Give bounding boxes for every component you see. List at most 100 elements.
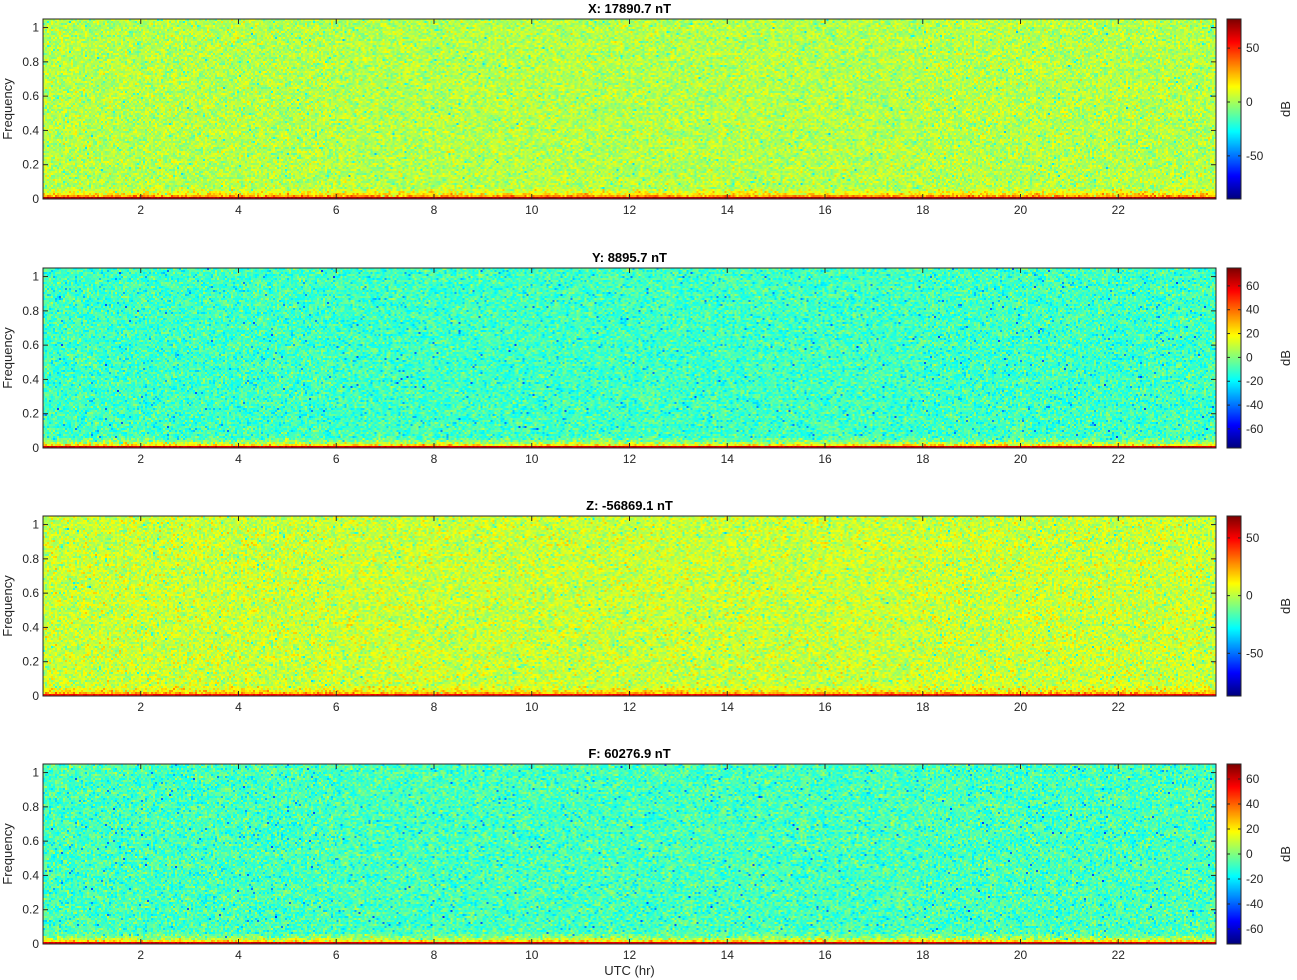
y-tick-label: 0.6 [22,338,39,352]
x-tick-label: 6 [333,948,340,962]
y-tick-label: 0.4 [22,123,39,137]
x-tick-label: 16 [818,948,832,962]
y-tick-label: 0.8 [22,304,39,318]
colorbar-tick-label: -40 [1246,398,1264,412]
x-tick-label: 20 [1014,203,1028,217]
chart-title: F: 60276.9 nT [588,746,670,761]
colorbar-tick-label: 0 [1246,95,1253,109]
y-tick-label: 0.6 [22,834,39,848]
y-axis-label: Frequency [0,78,15,140]
colorbar-tick-label: -60 [1246,922,1264,936]
x-tick-label: 22 [1112,948,1126,962]
x-tick-label: 4 [235,203,242,217]
x-tick-label: 8 [431,700,438,714]
colorbar-tick-label: -60 [1246,422,1264,436]
axes-overlay: X: 17890.7 nT2 4 6 8 10 12 14 16 18 20 2200.20.40.… [0,1,1293,217]
colorbar-tick-label: 40 [1246,303,1260,317]
colorbar [1227,268,1241,448]
y-tick-label: 0.2 [22,158,39,172]
x-tick-label: 20 [1014,452,1028,466]
colorbar-tick-label: 0 [1246,847,1253,861]
x-tick-label: 4 [235,452,242,466]
y-tick-label: 1 [32,766,39,780]
x-tick-label: 6 [333,452,340,466]
spectrogram-heatmap [43,764,1216,944]
x-tick-label: 14 [721,203,735,217]
y-axis-label: Frequency [0,327,15,389]
x-tick-label: 10 [525,700,539,714]
x-tick-label: 18 [916,700,930,714]
y-tick-label: 0.4 [22,868,39,882]
colorbar-tick-label: 20 [1246,327,1260,341]
x-tick-label: 12 [623,700,637,714]
x-tick-label: 18 [916,203,930,217]
spectrogram-panel-1: X: 17890.7 nT 2 4 6 8 10 12 14 16 18 20 22 0 0.2 0.4 0.… [0,0,1297,230]
y-tick-label: 0.6 [22,586,39,600]
x-tick-label: 2 [137,700,144,714]
y-tick-label: 1 [32,21,39,35]
y-tick-label: 0.2 [22,407,39,421]
colorbar-tick-label: -50 [1246,149,1264,163]
x-tick-label: 2 [137,948,144,962]
colorbar-label: dB [1278,598,1293,614]
x-tick-label: 22 [1112,452,1126,466]
colorbar-tick-label: 60 [1246,279,1260,293]
colorbar-tick-label: -20 [1246,374,1264,388]
y-tick-label: 0 [32,689,39,703]
x-tick-label: 2 [137,203,144,217]
x-tick-label: 16 [818,203,832,217]
x-tick-label: 12 [623,203,637,217]
x-axis-label: UTC (hr) [604,963,655,978]
y-tick-label: 0.4 [22,372,39,386]
y-axis-label: Frequency [0,823,15,885]
x-tick-label: 12 [623,452,637,466]
y-tick-label: 0.8 [22,800,39,814]
y-tick-label: 1 [32,270,39,284]
y-tick-label: 0.2 [22,655,39,669]
x-tick-label: 10 [525,948,539,962]
y-tick-label: 0.2 [22,903,39,917]
x-tick-label: 22 [1112,203,1126,217]
colorbar-tick-label: 0 [1246,350,1253,364]
x-tick-label: 6 [333,203,340,217]
axes-overlay: Z: -56869.1 nT2 4 6 8 10 12 14 16 18 20 2200.20.40… [0,498,1293,714]
x-tick-label: 20 [1014,700,1028,714]
x-tick-label: 10 [525,452,539,466]
spectrogram-heatmap [43,19,1216,199]
x-tick-label: 16 [818,700,832,714]
colorbar-tick-label: -40 [1246,897,1264,911]
y-axis-label: Frequency [0,575,15,637]
x-tick-label: 2 [137,452,144,466]
chart-title: X: 17890.7 nT [588,1,671,16]
x-tick-label: 8 [431,948,438,962]
plot-frame [42,18,1217,200]
axes-overlay: Y: 8895.7 nT2 4 6 8 10 12 14 16 18 20 2200.20.40.6… [0,250,1293,466]
spectrogram-panel-3: Z: -56869.1 nT 2 4 6 8 10 12 14 16 18 20 22 0 0.2 0.4 0… [0,497,1297,727]
colorbar-tick-label: 50 [1246,41,1260,55]
y-tick-label: 0 [32,441,39,455]
x-tick-label: 4 [235,700,242,714]
spectrogram-panel-2: Y: 8895.7 nT 2 4 6 8 10 12 14 16 18 20 22 0 0.2 0.4 0.6… [0,249,1297,479]
colorbar-frame [1226,18,1242,200]
x-tick-label: 20 [1014,948,1028,962]
colorbar-tick-label: 60 [1246,772,1260,786]
colorbar-label: dB [1278,350,1293,366]
y-tick-label: 0.6 [22,89,39,103]
x-tick-label: 6 [333,700,340,714]
x-tick-label: 4 [235,948,242,962]
colorbar-tick-label: 50 [1246,531,1260,545]
colorbar-label: dB [1278,846,1293,862]
spectrogram-heatmap [43,268,1216,448]
colorbar [1227,764,1241,944]
x-tick-label: 14 [721,452,735,466]
x-tick-label: 22 [1112,700,1126,714]
colorbar-tick-label: 40 [1246,797,1260,811]
x-tick-label: 10 [525,203,539,217]
colorbar [1227,19,1241,199]
plot-frame [42,763,1217,945]
y-tick-label: 0.4 [22,620,39,634]
colorbar-tick-label: -50 [1246,646,1264,660]
colorbar [1227,516,1241,696]
axes-overlay: F: 60276.9 nT2 4 6 8 10 12 14 16 18 20 2200.20.40.… [0,746,1293,978]
